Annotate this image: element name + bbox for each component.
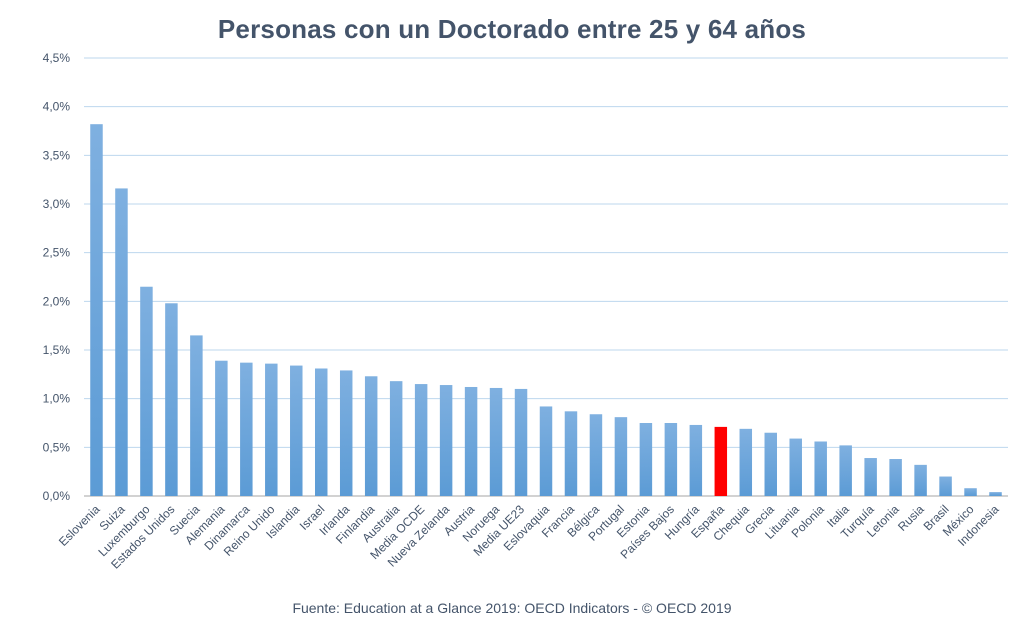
bar [789,438,802,496]
bar [290,365,303,496]
bar [190,335,203,496]
bar [989,492,1002,496]
bar [115,188,128,496]
bar [240,362,253,496]
bar [489,387,503,496]
bar [165,303,178,496]
y-tick-label: 2,0% [43,294,71,308]
bar [414,384,428,496]
bar [315,368,328,496]
bar [564,411,578,496]
bars [90,124,1002,496]
bar [864,458,877,496]
y-tick-label: 2,5% [43,246,71,260]
y-tick-label: 4,0% [43,100,71,114]
bar [215,360,228,496]
y-tick-label: 0,5% [43,440,71,454]
bar [639,423,653,496]
y-tick-label: 3,5% [43,148,71,162]
bar [439,385,453,496]
bar [339,370,353,496]
bar [914,464,927,496]
bar [664,423,678,496]
bar [464,386,478,496]
y-tick-label: 1,0% [43,392,71,406]
bar [140,286,153,496]
bar [939,476,952,496]
bar [364,376,378,496]
bar [739,428,753,496]
bar [265,363,278,496]
bar [90,124,103,496]
bar [689,424,703,496]
x-category-label: Rusia [895,502,927,534]
bar [614,417,628,496]
bar [714,426,728,496]
chart-title: Personas con un Doctorado entre 25 y 64 … [217,14,807,44]
bar [889,459,902,496]
bar [839,445,852,496]
bar [389,381,403,496]
x-category-label: Eslovenia [56,502,103,549]
bar [539,406,553,496]
y-tick-label: 1,5% [43,343,71,357]
bar [964,488,977,496]
y-tick-label: 3,0% [43,197,71,211]
bar [764,432,777,496]
bar [514,388,528,496]
y-tick-label: 4,5% [43,51,71,65]
bar [589,414,603,496]
y-tick-label: 0,0% [43,489,71,503]
bar [814,441,827,496]
source-note: Fuente: Education at a Glance 2019: OECD… [292,600,732,616]
y-axis-tick-labels: 0,0% 0,5% 1,0% 1,5% 2,0% 2,5% 3,0% 3,5% 4,0% 4,5% [43,51,71,503]
